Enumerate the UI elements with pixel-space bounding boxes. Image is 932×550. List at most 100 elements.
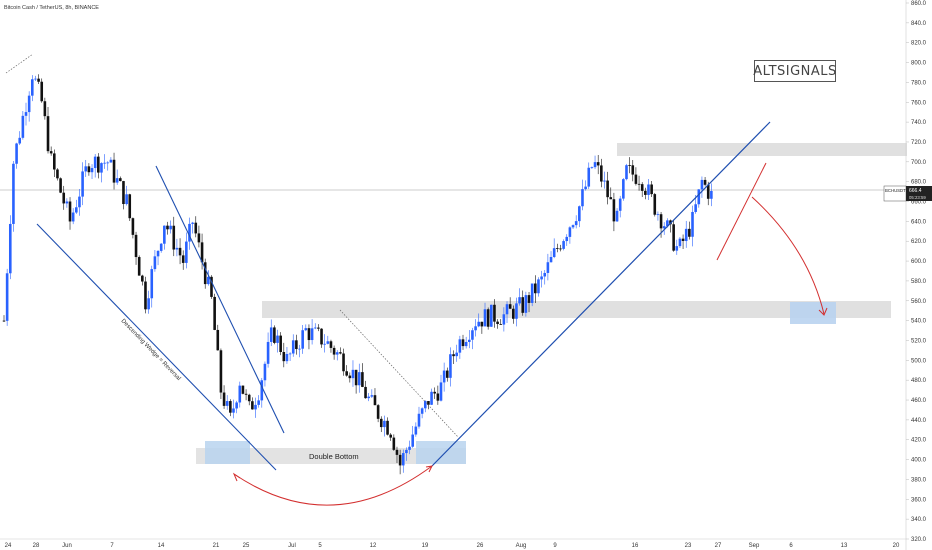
candle-down bbox=[43, 101, 47, 117]
candle-down bbox=[600, 165, 603, 182]
candle-up bbox=[238, 385, 242, 403]
wedge-upper-line bbox=[155, 165, 285, 434]
candle-up bbox=[106, 162, 110, 164]
candle-down bbox=[213, 296, 216, 330]
candle-up bbox=[367, 396, 370, 399]
candle-up bbox=[115, 178, 119, 183]
x-tick-label: 14 bbox=[158, 543, 165, 549]
candle-up bbox=[540, 276, 543, 280]
candle-down bbox=[436, 393, 440, 401]
candle-up bbox=[269, 327, 273, 342]
y-tick-label: 360.0 bbox=[911, 497, 927, 503]
y-tick-label: 600.0 bbox=[911, 259, 927, 265]
candle-up bbox=[285, 353, 289, 362]
candle-down bbox=[49, 151, 53, 154]
candle-up bbox=[489, 304, 493, 327]
candle-up bbox=[335, 352, 339, 355]
y-tick-label: 680.0 bbox=[911, 180, 927, 186]
y-axis: 320.0 340.0 360.0 380.0 400.0 420.0 440.0 460.0… bbox=[906, 1, 927, 543]
candle-down bbox=[681, 238, 685, 242]
y-tick-label: 400.0 bbox=[911, 458, 927, 464]
candle-down bbox=[128, 194, 132, 219]
candle-up bbox=[405, 449, 408, 454]
candle-up bbox=[552, 248, 556, 257]
candle-down bbox=[203, 262, 207, 285]
candle-up bbox=[411, 434, 415, 447]
candle-up bbox=[515, 303, 518, 319]
candle-up bbox=[710, 191, 713, 199]
chart-title: Bitcoin Cash / TetherUS, 8h, BINANCE bbox=[4, 5, 99, 11]
candle-down bbox=[521, 297, 525, 313]
candle-up bbox=[571, 225, 575, 228]
candle-down bbox=[634, 174, 638, 184]
candle-down bbox=[493, 304, 496, 322]
candle-down bbox=[210, 276, 213, 297]
candle-up bbox=[323, 343, 326, 345]
candle-down bbox=[247, 394, 251, 402]
candle-up bbox=[81, 171, 84, 197]
x-tick-label: Sep bbox=[749, 543, 760, 549]
candle-up bbox=[225, 401, 229, 406]
candle-up bbox=[584, 186, 587, 190]
candle-down bbox=[40, 81, 44, 102]
candle-up bbox=[357, 372, 361, 386]
x-axis: 24 28 Jun 7 14 21 25 Jul 5 12 19 26 Aug 9 16 23 27 Sep 6 13… bbox=[5, 543, 900, 549]
y-tick-label: 460.0 bbox=[911, 398, 927, 404]
candle-down bbox=[62, 192, 66, 204]
candle-up bbox=[483, 309, 487, 327]
candle-down bbox=[508, 304, 512, 309]
y-tick-label: 780.0 bbox=[911, 80, 927, 86]
candle-down bbox=[659, 214, 663, 229]
candle-down bbox=[445, 370, 449, 378]
candle-up bbox=[587, 167, 591, 187]
candle-down bbox=[141, 275, 144, 282]
candle-up bbox=[549, 256, 553, 263]
candle-down bbox=[612, 199, 616, 222]
candle-down bbox=[379, 418, 383, 428]
double-bottom-arrow bbox=[233, 465, 433, 506]
candle-up bbox=[291, 340, 295, 354]
candle-down bbox=[68, 201, 72, 222]
y-tick-label: 800.0 bbox=[911, 61, 927, 67]
candle-up bbox=[590, 167, 594, 168]
altsignals-logo: ALTSIGNALS bbox=[753, 60, 836, 82]
candle-down bbox=[606, 180, 609, 198]
candle-up bbox=[477, 321, 481, 327]
candle-down bbox=[364, 386, 367, 399]
candle-up bbox=[301, 330, 304, 349]
candle-up bbox=[675, 246, 679, 251]
candle-down bbox=[166, 225, 169, 230]
candle-up bbox=[662, 226, 666, 229]
candle-up bbox=[351, 369, 355, 379]
candle-up bbox=[474, 326, 477, 331]
candle-down bbox=[631, 165, 635, 175]
candle-up bbox=[537, 279, 540, 294]
candle-up bbox=[684, 228, 688, 242]
candle-up bbox=[175, 247, 179, 250]
price-tag-value-bg bbox=[906, 186, 932, 201]
y-tick-label: 500.0 bbox=[911, 358, 927, 364]
candle-down bbox=[222, 392, 226, 406]
x-tick-label: 27 bbox=[715, 543, 722, 549]
candle-down bbox=[534, 283, 537, 294]
candle-up bbox=[430, 391, 433, 405]
y-tick-label: 640.0 bbox=[911, 219, 927, 225]
candle-down bbox=[229, 401, 232, 413]
y-tick-label: 820.0 bbox=[911, 41, 927, 47]
candle-up bbox=[471, 330, 474, 340]
x-tick-label: 19 bbox=[422, 543, 429, 549]
x-tick-label: 24 bbox=[5, 543, 12, 549]
candle-down bbox=[386, 420, 389, 435]
candle-down bbox=[348, 375, 352, 379]
candle-down bbox=[637, 183, 641, 185]
candle-down bbox=[56, 169, 59, 179]
y-tick-label: 660.0 bbox=[911, 200, 927, 206]
candle-up bbox=[622, 179, 625, 199]
candle-up bbox=[276, 335, 279, 343]
double-bottom-arrow-head-right bbox=[425, 465, 433, 473]
x-tick-label: 7 bbox=[110, 543, 114, 549]
candle-down bbox=[244, 393, 248, 395]
x-tick-label: 28 bbox=[33, 543, 40, 549]
candle-down bbox=[433, 391, 437, 394]
